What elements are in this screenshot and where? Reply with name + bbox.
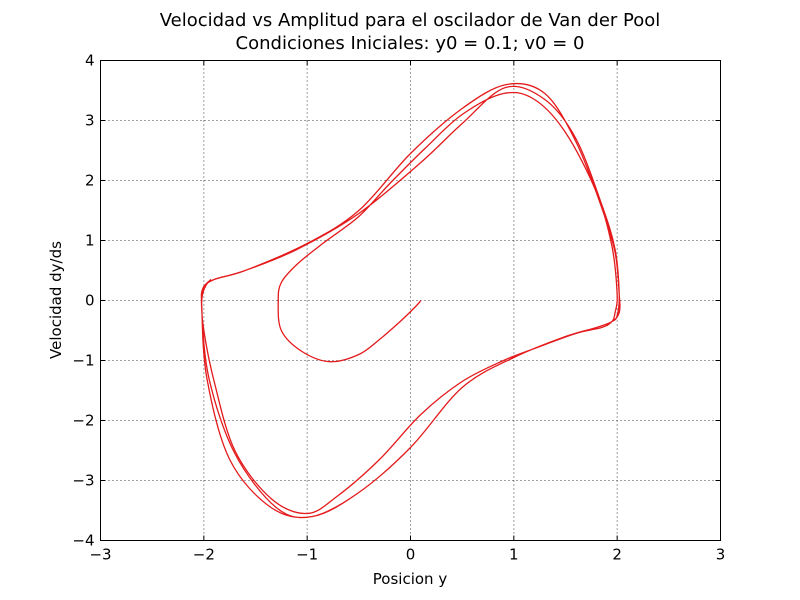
x-tick-label: 3 bbox=[716, 546, 726, 564]
x-tick-label: −3 bbox=[89, 546, 111, 564]
x-tick-label: 1 bbox=[509, 546, 519, 564]
x-tick-label: −2 bbox=[193, 546, 215, 564]
x-tick-label: −1 bbox=[296, 546, 318, 564]
y-tick-label: −2 bbox=[72, 412, 94, 430]
y-tick-label: 0 bbox=[85, 292, 95, 310]
plot-area bbox=[200, 82, 621, 519]
trajectory-line bbox=[200, 82, 621, 519]
x-tick-label: 2 bbox=[612, 546, 622, 564]
axis-ticks bbox=[100, 60, 721, 541]
chart-title: Velocidad vs Amplitud para el oscilador … bbox=[160, 10, 661, 31]
x-axis-label: Posicion y bbox=[373, 570, 448, 588]
y-tick-label: 2 bbox=[85, 172, 95, 190]
y-tick-label: −3 bbox=[72, 472, 94, 490]
chart-subtitle: Condiciones Iniciales: y0 = 0.1; v0 = 0 bbox=[236, 33, 585, 54]
y-tick-label: −1 bbox=[72, 352, 94, 370]
y-tick-label: 4 bbox=[85, 52, 95, 70]
y-axis-label: Velocidad dy/ds bbox=[47, 241, 65, 359]
y-tick-label: 3 bbox=[85, 112, 95, 130]
y-tick-label: −4 bbox=[72, 532, 94, 550]
y-tick-label: 1 bbox=[85, 232, 95, 250]
x-tick-label: 0 bbox=[406, 546, 416, 564]
grid bbox=[100, 60, 721, 541]
